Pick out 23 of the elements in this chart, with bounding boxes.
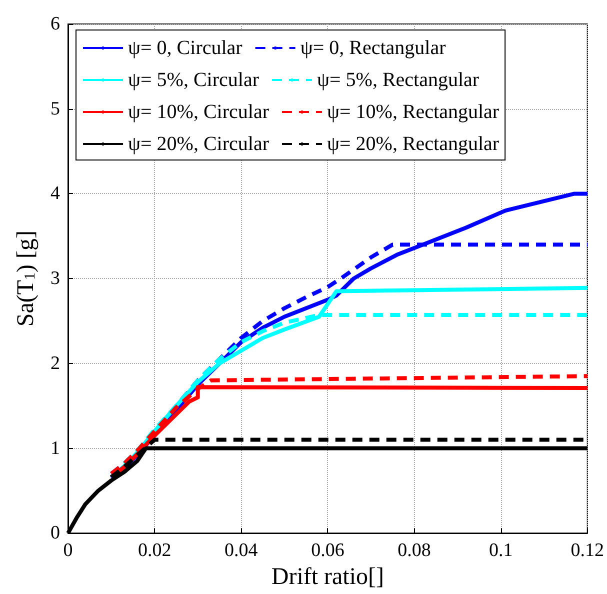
y-tick-label: 5 (50, 98, 60, 120)
y-axis-title: Sa(T1) [g] (13, 230, 39, 327)
x-tick-label: 0.06 (311, 540, 344, 562)
legend-label: ψ= 10%, Circular (128, 101, 270, 123)
x-tick-label: 0.02 (138, 540, 172, 562)
x-tick-label: 0.1 (488, 540, 513, 562)
x-tick-label: 0.08 (398, 540, 431, 562)
y-tick-label: 4 (50, 183, 60, 204)
x-tick-label: 0.12 (570, 540, 604, 562)
legend-label: ψ= 5%, Rectangular (316, 69, 480, 91)
legend-label: ψ= 20%, Circular (128, 133, 270, 155)
legend-label: ψ= 0, Rectangular (300, 37, 446, 59)
legend-label: ψ= 20%, Rectangular (326, 133, 500, 155)
y-tick-label: 6 (50, 14, 60, 34)
x-axis-title: Drift ratio[] (271, 564, 384, 590)
legend-label: ψ= 0, Circular (128, 37, 243, 59)
y-tick-label: 1 (50, 438, 60, 459)
y-tick-label: 3 (50, 268, 60, 290)
legend-label: ψ= 5%, Circular (128, 69, 260, 91)
y-tick-label: 0 (50, 522, 60, 544)
y-tick-label: 2 (50, 352, 60, 374)
x-tick-label: 0.04 (224, 540, 258, 562)
legend-label: ψ= 10%, Rectangular (326, 101, 500, 123)
